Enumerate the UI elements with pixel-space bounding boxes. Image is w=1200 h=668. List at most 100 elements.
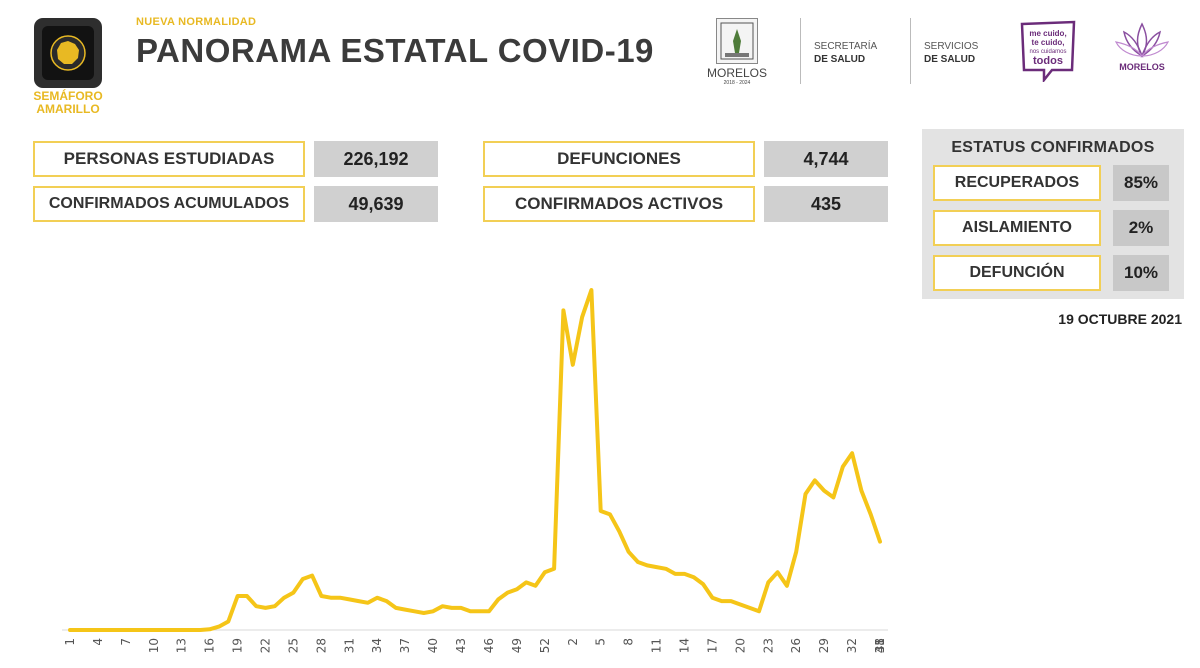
data-point <box>506 591 510 595</box>
data-point <box>422 611 426 615</box>
data-point <box>217 625 221 629</box>
data-point <box>338 596 342 600</box>
data-point <box>403 608 407 612</box>
secretaria-logo: SECRETARÍA DE SALUD <box>814 41 878 65</box>
x-tick-label: 5 <box>594 638 608 646</box>
data-point <box>375 596 379 600</box>
data-point <box>124 628 128 632</box>
defunciones-value: 4,744 <box>764 141 888 177</box>
morelos-shield-icon <box>716 18 758 64</box>
data-point <box>68 628 72 632</box>
data-point <box>357 599 361 603</box>
campaign-line-3: nos cuidamos <box>1029 49 1066 55</box>
data-point <box>878 540 882 544</box>
data-point <box>152 628 156 632</box>
data-point <box>180 628 184 632</box>
campaign-line-2: te cuido, <box>1032 38 1065 47</box>
confirmados-acumulados-label: CONFIRMADOS ACUMULADOS <box>33 186 305 222</box>
x-tick-label: 29 <box>817 638 831 653</box>
data-point <box>850 451 854 455</box>
data-point <box>282 596 286 600</box>
status-title: ESTATUS CONFIRMADOS <box>951 139 1155 156</box>
data-point <box>608 512 612 516</box>
x-tick-label: 52 <box>538 638 552 653</box>
data-point <box>627 550 631 554</box>
defuncion-label: DEFUNCIÓN <box>933 255 1101 291</box>
data-point <box>813 478 817 482</box>
x-tick-label: 35 <box>873 638 887 653</box>
data-point <box>440 604 444 608</box>
data-point <box>515 587 519 591</box>
data-point <box>534 584 537 588</box>
data-point <box>254 604 258 608</box>
data-point <box>264 606 267 610</box>
data-point <box>319 594 323 598</box>
data-point <box>226 620 230 623</box>
data-point <box>831 495 835 499</box>
data-point <box>105 628 109 632</box>
x-tick-label: 23 <box>761 638 775 653</box>
x-tick-label: 17 <box>705 638 719 653</box>
data-point <box>170 628 174 632</box>
x-tick-label: 16 <box>203 638 217 653</box>
data-point <box>450 606 454 610</box>
data-point <box>301 577 305 581</box>
data-point <box>236 594 240 598</box>
x-tick-label: 22 <box>259 638 273 653</box>
data-point <box>748 606 752 610</box>
data-point <box>524 580 528 584</box>
x-tick-label: 34 <box>370 638 384 653</box>
x-tick-label: 7 <box>119 638 133 646</box>
data-point <box>701 582 705 586</box>
data-point <box>273 604 277 608</box>
data-point <box>487 609 491 613</box>
data-point <box>636 560 640 564</box>
data-point <box>161 628 165 632</box>
recuperados-label: RECUPERADOS <box>933 165 1101 201</box>
data-point <box>96 628 100 632</box>
data-point <box>599 509 603 513</box>
data-point <box>366 601 370 605</box>
data-point <box>785 584 789 588</box>
data-point <box>552 567 556 571</box>
data-point <box>468 609 472 613</box>
data-point <box>77 628 81 632</box>
lotus-logo: MORELOS <box>1112 16 1172 86</box>
data-point <box>692 575 696 579</box>
x-tick-label: 25 <box>286 638 300 653</box>
x-tick-label: 1 <box>63 638 77 646</box>
data-point <box>347 597 351 601</box>
data-point <box>291 591 295 595</box>
data-point <box>738 603 742 606</box>
x-tick-label: 26 <box>789 638 803 653</box>
data-point <box>208 627 212 631</box>
campaign-line-4: todos <box>1033 55 1063 67</box>
data-point <box>189 628 193 632</box>
morelos-logo-years: 2018 - 2024 <box>723 80 751 86</box>
divider <box>910 18 911 84</box>
data-point <box>133 628 137 632</box>
data-point <box>459 606 463 610</box>
data-point <box>413 609 416 613</box>
campaign-logo: me cuido, te cuido, nos cuidamos todos <box>1018 18 1078 84</box>
series-line <box>68 288 882 632</box>
data-point <box>589 288 593 292</box>
data-point <box>87 628 91 632</box>
data-point <box>710 596 714 600</box>
x-tick-label: 31 <box>342 638 356 653</box>
campaign-line-1: me cuido, <box>1029 29 1066 38</box>
data-point <box>869 512 873 516</box>
x-tick-label: 40 <box>426 638 440 653</box>
data-point <box>822 489 826 493</box>
personas-estudiadas-label: PERSONAS ESTUDIADAS <box>33 141 305 177</box>
divider <box>800 18 801 84</box>
data-point <box>804 492 807 496</box>
kicker-text: NUEVA NORMALIDAD <box>136 16 257 28</box>
x-tick-label: 19 <box>231 638 245 653</box>
data-point <box>543 570 547 574</box>
x-tick-label: 32 <box>845 638 859 653</box>
data-point <box>394 606 398 610</box>
defunciones-label: DEFUNCIONES <box>483 141 755 177</box>
data-point <box>664 567 668 571</box>
